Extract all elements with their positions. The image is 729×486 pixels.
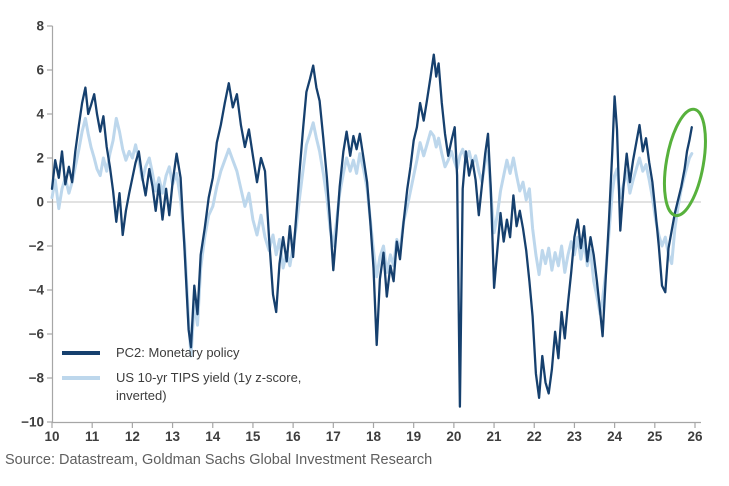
y-tick-label: 8 [36,19,44,34]
legend: PC2: Monetary policy US 10-yr TIPS yield… [62,344,321,413]
y-tick-label: 4 [36,107,44,122]
legend-swatch-pc2 [62,351,100,355]
annotation-group [662,107,707,218]
y-tick-label: −2 [29,239,44,254]
legend-label-pc2: PC2: Monetary policy [116,345,240,360]
legend-item-pc2: PC2: Monetary policy [62,344,321,362]
x-tick-label: 16 [286,429,302,444]
y-tick-label: −6 [29,327,45,342]
y-tick-label: −8 [29,371,45,386]
legend-swatch-tips [62,376,100,381]
x-tick-label: 19 [406,429,421,444]
x-tick-label: 21 [487,429,503,444]
axes-group [47,25,701,428]
series-group [50,53,694,408]
legend-item-tips: US 10-yr TIPS yield (1y z-score, inverte… [62,369,321,405]
x-tick-label: 15 [245,429,261,444]
series-line-pc2 [50,53,693,408]
source-text: Source: Datastream, Goldman Sachs Global… [5,452,433,468]
x-tick-label: 13 [165,429,181,444]
x-tick-label: 12 [125,429,140,444]
y-tick-label: −10 [21,415,44,430]
x-tick-label: 17 [326,429,341,444]
x-tick-label: 25 [647,429,663,444]
y-tick-label: −4 [29,283,45,298]
y-tick-label: 0 [36,195,44,210]
x-tick-label: 26 [687,429,703,444]
x-tick-label: 20 [446,429,461,444]
x-tick-label: 14 [205,429,221,444]
x-tick-label: 24 [607,429,623,444]
y-tick-label: 6 [36,63,44,78]
x-tick-label: 18 [366,429,382,444]
x-tick-label: 23 [567,429,583,444]
series-line-tips [50,116,694,358]
x-tick-label: 22 [527,429,542,444]
x-tick-label: 11 [85,429,100,444]
x-tick-label: 10 [44,429,59,444]
y-tick-label: 2 [36,151,44,166]
legend-label-tips: US 10-yr TIPS yield (1y z-score, inverte… [116,370,302,404]
highlight-ellipse [662,107,707,218]
